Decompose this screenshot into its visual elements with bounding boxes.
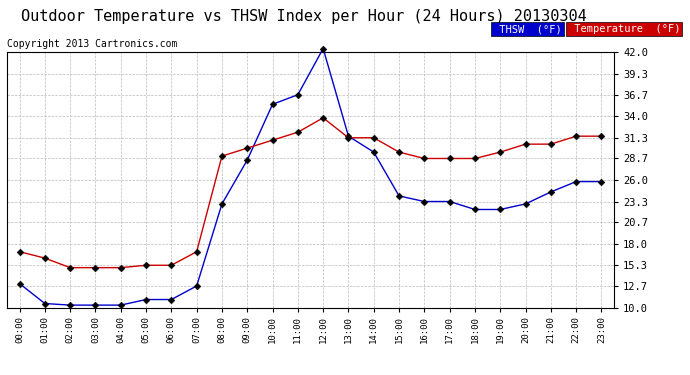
Text: Temperature  (°F): Temperature (°F) [568,24,680,34]
Text: Outdoor Temperature vs THSW Index per Hour (24 Hours) 20130304: Outdoor Temperature vs THSW Index per Ho… [21,9,586,24]
Text: THSW  (°F): THSW (°F) [493,24,562,34]
Text: Copyright 2013 Cartronics.com: Copyright 2013 Cartronics.com [7,39,177,50]
